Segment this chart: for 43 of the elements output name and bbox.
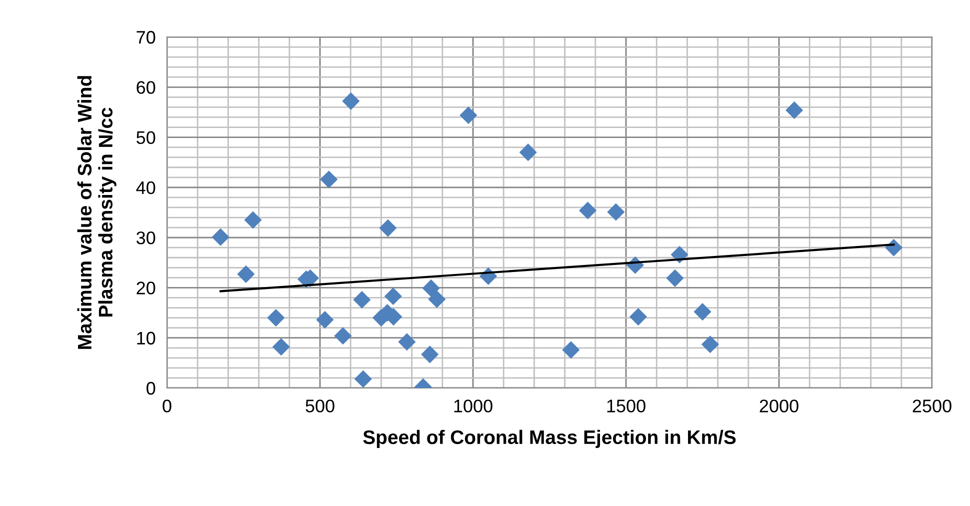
- point: [786, 101, 804, 119]
- point: [562, 341, 580, 359]
- x-tick-label: 2000: [760, 400, 798, 412]
- point: [694, 303, 712, 321]
- x-tick-label: 1000: [454, 400, 492, 412]
- x-axis-title: Speed of Coronal Mass Ejection in Km/S: [363, 430, 736, 448]
- y-tick-label: 40: [136, 181, 156, 194]
- point: [342, 92, 360, 110]
- point: [320, 170, 338, 188]
- point: [629, 308, 648, 326]
- x-tick-label: 500: [306, 400, 334, 412]
- point: [379, 219, 397, 237]
- point: [353, 290, 371, 309]
- point: [354, 370, 372, 388]
- point: [519, 144, 537, 162]
- y-axis-title: Maximum value of Solar Wind Plasma density in N/cc: [77, 76, 116, 349]
- point: [422, 279, 440, 297]
- point: [316, 311, 334, 329]
- point: [607, 203, 625, 221]
- x-tick-label: 1500: [607, 400, 646, 412]
- x-tick-label: 2500: [912, 400, 952, 412]
- y-tick-label: 50: [136, 131, 156, 144]
- point: [421, 346, 439, 364]
- point: [428, 290, 446, 308]
- point: [384, 287, 402, 306]
- y-tick-label: 10: [137, 332, 156, 345]
- point: [244, 211, 262, 229]
- point: [460, 106, 478, 124]
- y-tick-label: 70: [136, 30, 156, 44]
- point: [267, 309, 285, 327]
- y-tick-label: 20: [136, 282, 156, 294]
- point: [334, 327, 352, 345]
- point: [237, 265, 255, 283]
- point: [666, 269, 684, 287]
- y-tick-label: 0: [146, 382, 156, 395]
- point: [578, 202, 597, 220]
- point: [272, 338, 290, 356]
- point: [398, 333, 416, 351]
- y-tick-label: 30: [136, 232, 156, 244]
- y-tick-label: 60: [136, 81, 156, 94]
- point: [701, 336, 719, 354]
- point: [212, 228, 230, 246]
- x-tick-label: 0: [162, 400, 172, 412]
